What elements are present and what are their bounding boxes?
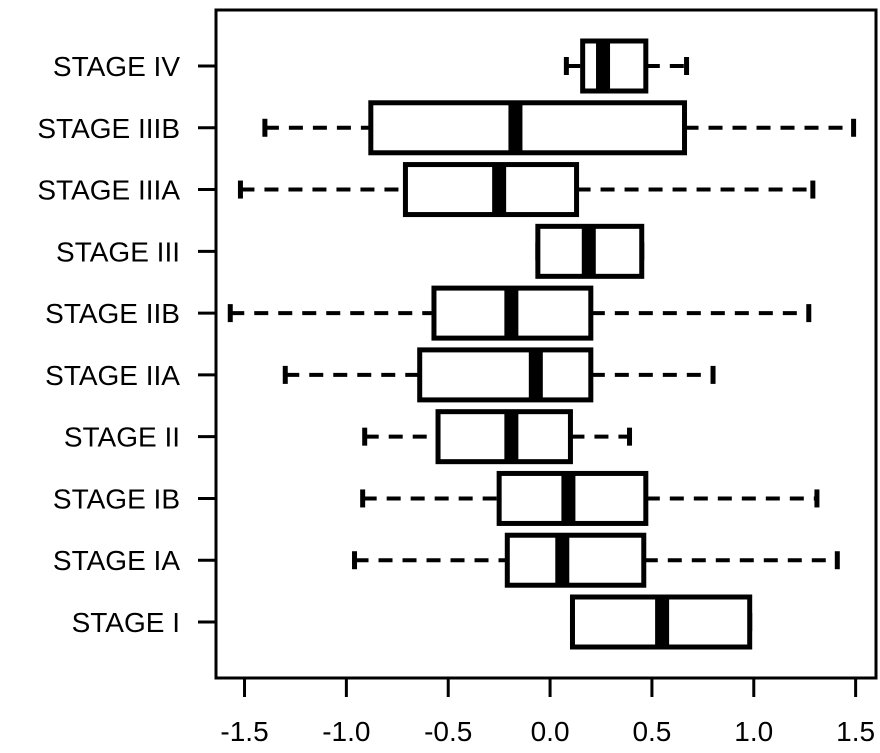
box-group — [535, 223, 645, 279]
box-group — [362, 409, 633, 465]
plot-frame — [214, 8, 878, 680]
y-tick-label: STAGE IIB — [45, 298, 180, 329]
x-tick-label: -0.5 — [424, 716, 472, 747]
y-tick-label: STAGE IIA — [45, 360, 180, 391]
box-series — [227, 38, 857, 650]
x-tick-label: 0.0 — [531, 716, 570, 747]
y-tick-label: STAGE IIIA — [37, 175, 180, 206]
x-tick-label: 1.5 — [836, 716, 875, 747]
y-tick-label: STAGE IV — [53, 51, 180, 82]
box-group — [563, 38, 690, 94]
box-group — [360, 470, 820, 526]
box-iqr — [402, 162, 580, 218]
y-tick-label: STAGE IIIB — [37, 113, 180, 144]
y-tick-label: STAGE III — [56, 236, 180, 267]
x-axis: -1.5 -1.0 -0.5 0.0 0.5 1.0 1.5 — [220, 678, 875, 747]
box-iqr — [504, 532, 647, 588]
y-axis: STAGE I STAGE IA STAGE IB STAGE II STAGE IIA… — [37, 51, 216, 638]
box-group — [569, 594, 753, 650]
x-tick-label: 1.0 — [734, 716, 773, 747]
y-tick-label: STAGE IA — [53, 545, 180, 576]
box-group — [352, 532, 840, 588]
box-iqr — [580, 38, 649, 94]
box-group — [237, 162, 816, 218]
x-tick-label: 0.5 — [632, 716, 671, 747]
box-group — [262, 100, 857, 156]
box-iqr — [435, 409, 573, 465]
x-tick-label: -1.5 — [220, 716, 268, 747]
box-group — [227, 285, 812, 341]
box-group — [282, 347, 716, 403]
y-tick-label: STAGE I — [72, 607, 180, 638]
box-iqr — [368, 100, 688, 156]
y-tick-label: STAGE II — [64, 422, 180, 453]
x-tick-label: -1.0 — [322, 716, 370, 747]
box-iqr — [417, 347, 594, 403]
y-tick-label: STAGE IB — [53, 483, 180, 514]
